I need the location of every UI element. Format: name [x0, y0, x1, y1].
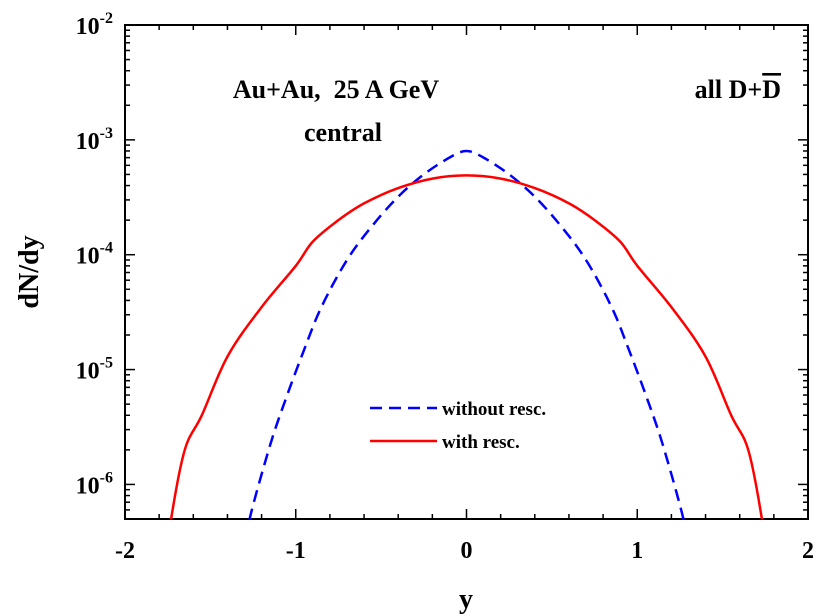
series-line-without-resc	[248, 149, 685, 519]
y-tick-labels: 10-6 10-5 10-4 10-3 10-2	[76, 10, 113, 499]
y-tick-label: 10-5	[76, 355, 113, 385]
legend-label-with-resc: with resc.	[442, 432, 520, 453]
x-tick-label: -2	[115, 538, 135, 564]
series-line-with-resc	[169, 174, 764, 519]
annotation-centrality: central	[304, 118, 382, 147]
annotation-particle-bar: D	[762, 75, 781, 104]
legend: without resc. with resc.	[370, 399, 546, 453]
legend-label-without-resc: without resc.	[442, 399, 546, 420]
annotation-particle: all D+D	[695, 75, 781, 104]
x-tick-label: 2	[802, 538, 814, 564]
annotation-particle-prefix: all D+	[695, 75, 763, 104]
x-tick-label: 1	[631, 538, 643, 564]
axis-ticks	[124, 24, 809, 520]
y-tick-label: 10-4	[76, 240, 113, 270]
x-tick-label: -1	[286, 538, 306, 564]
y-tick-label: 10-3	[76, 125, 113, 155]
x-tick-labels: -2 -1 0 1 2	[115, 538, 814, 564]
y-tick-label: 10-2	[76, 10, 113, 40]
y-tick-label: 10-6	[76, 469, 113, 499]
annotation-system: Au+Au, 25 A GeV	[233, 75, 439, 104]
series-group	[169, 149, 764, 519]
x-axis-label: y	[459, 584, 473, 615]
x-tick-label: 0	[461, 538, 473, 564]
y-axis-label: dN/dy	[14, 235, 45, 308]
